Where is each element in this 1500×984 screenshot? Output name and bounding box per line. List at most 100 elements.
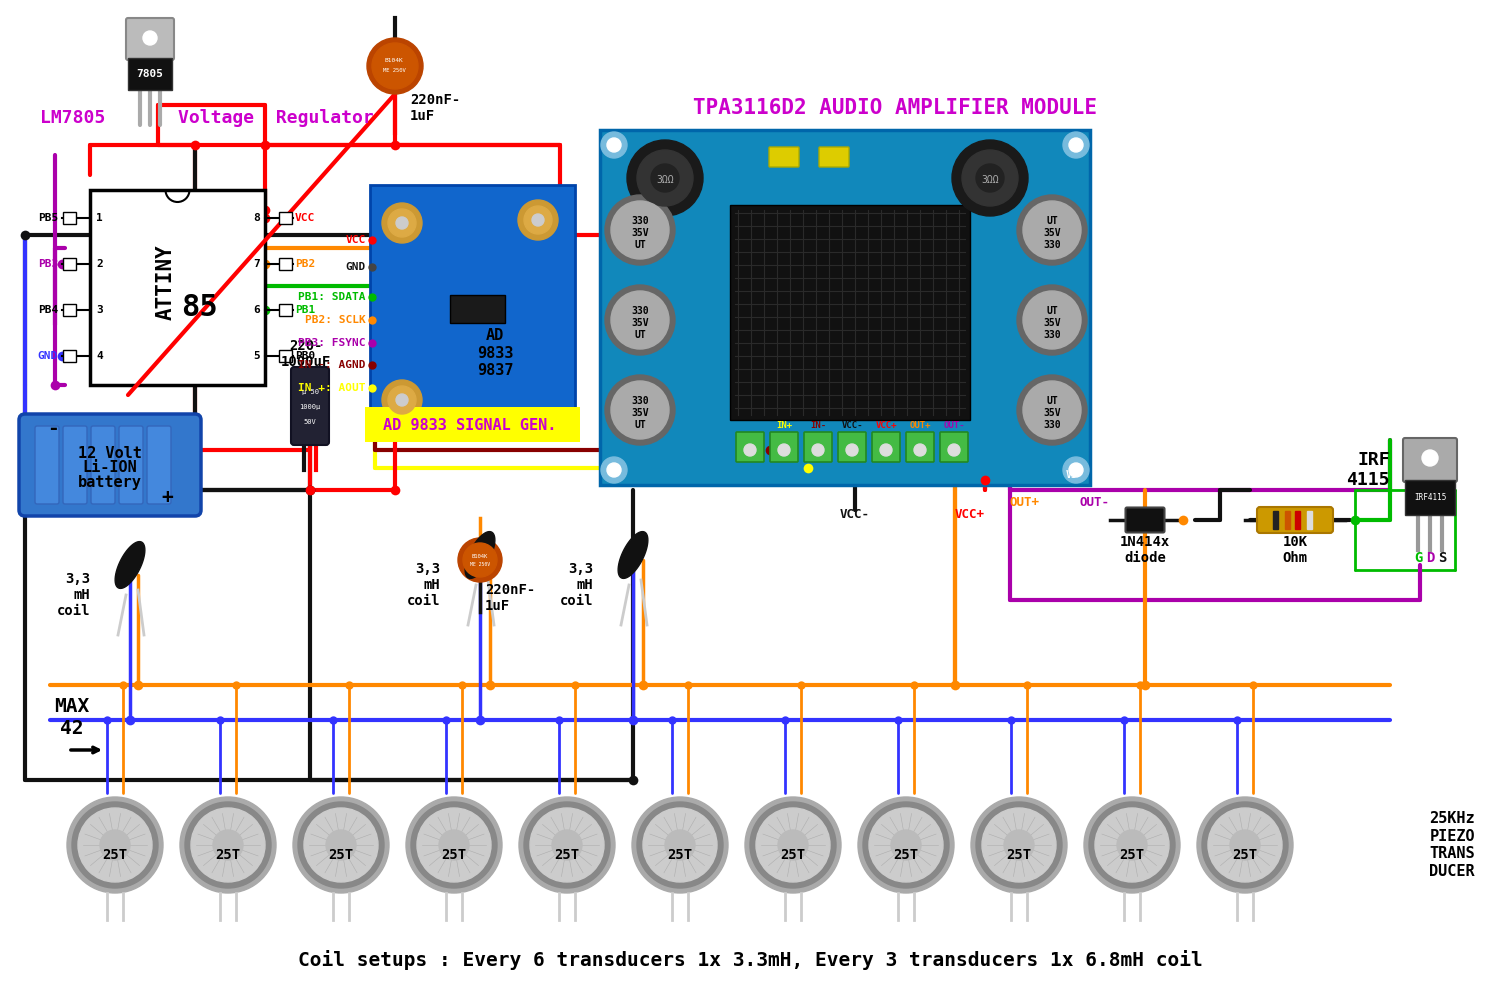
Circle shape [604,195,675,265]
Circle shape [552,830,582,860]
Text: PB3: PB3 [38,259,58,269]
FancyBboxPatch shape [804,432,832,462]
Circle shape [750,802,836,888]
Circle shape [530,808,605,882]
Text: OUT-: OUT- [944,420,964,429]
Circle shape [1118,830,1148,860]
FancyBboxPatch shape [819,147,849,167]
Circle shape [1202,802,1288,888]
Text: 4: 4 [96,351,102,361]
Circle shape [1023,201,1082,259]
Bar [1406,480,1455,515]
Bar [1274,511,1278,529]
Circle shape [1197,797,1293,893]
Text: 25T: 25T [1119,848,1144,862]
Text: 7: 7 [254,259,260,269]
Text: VCC-: VCC- [842,420,862,429]
Circle shape [1070,463,1083,477]
Text: V3: V3 [1066,470,1078,480]
Bar [63,304,76,316]
FancyBboxPatch shape [871,432,900,462]
Text: 220nF-
1uF: 220nF- 1uF [410,92,460,123]
Circle shape [518,200,558,240]
Bar [730,205,970,420]
Circle shape [1084,797,1180,893]
Circle shape [68,797,164,893]
Circle shape [610,201,669,259]
Circle shape [608,138,621,152]
Text: Coil setups : Every 6 transducers 1x 3.3mH, Every 3 transducers 1x 6.8mH coil: Coil setups : Every 6 transducers 1x 3.3… [297,950,1203,970]
Circle shape [382,203,422,243]
Text: 25T: 25T [441,848,466,862]
Text: 25T: 25T [102,848,128,862]
Bar [279,258,292,270]
Text: S: S [1438,551,1446,565]
Bar [90,190,266,385]
Text: 25T: 25T [555,848,579,862]
Text: VCC-: VCC- [840,509,870,522]
Text: 35V: 35V [632,318,650,328]
Text: B104K: B104K [472,553,488,559]
Circle shape [1004,830,1034,860]
Text: G: G [1414,551,1422,565]
Text: OUT+: OUT+ [1010,497,1040,510]
Text: +: + [160,488,172,508]
Bar [63,258,76,270]
Text: 6: 6 [254,305,260,315]
Circle shape [651,164,680,192]
Circle shape [1422,450,1438,466]
Text: Voltage  Regulator: Voltage Regulator [178,109,374,127]
Text: UT: UT [1046,306,1058,316]
Circle shape [914,444,926,456]
FancyBboxPatch shape [940,432,968,462]
Polygon shape [465,531,495,579]
Circle shape [778,444,790,456]
Text: GND: GND [345,262,366,272]
Text: D: D [1426,551,1434,565]
Circle shape [100,830,130,860]
Text: UT: UT [1046,216,1058,226]
Text: 220nF-
1uF: 220nF- 1uF [484,583,536,613]
Text: 3ΩΩ: 3ΩΩ [981,175,999,185]
FancyBboxPatch shape [147,426,171,504]
Text: IN +: AOUT: IN +: AOUT [298,383,366,393]
Circle shape [464,543,496,577]
Text: 25T: 25T [328,848,354,862]
Circle shape [180,797,276,893]
Circle shape [524,206,552,234]
Bar [364,407,580,442]
Text: Li-ION: Li-ION [82,461,138,475]
Text: VCC+: VCC+ [876,420,897,429]
Circle shape [396,394,408,406]
Circle shape [638,802,723,888]
Circle shape [644,808,717,882]
Circle shape [292,797,388,893]
Circle shape [532,214,544,226]
Text: 1: 1 [96,213,102,223]
Text: IN -: AGND: IN -: AGND [298,360,366,370]
Circle shape [756,808,830,882]
Circle shape [962,150,1018,206]
Circle shape [948,444,960,456]
Circle shape [1023,291,1082,349]
Circle shape [1095,808,1168,882]
Text: ME 250V: ME 250V [470,563,490,568]
Bar [279,304,292,316]
Text: ME 250V: ME 250V [382,68,405,73]
Circle shape [982,808,1056,882]
Bar [1286,511,1290,529]
Text: 220-
1000uF: 220- 1000uF [280,338,332,369]
Text: 35V: 35V [1042,408,1060,418]
FancyBboxPatch shape [1402,438,1456,482]
Text: 3,3
mH
coil: 3,3 mH coil [560,562,592,608]
Text: AD 9833 SIGNAL GEN.: AD 9833 SIGNAL GEN. [384,417,556,433]
Circle shape [746,797,842,893]
FancyBboxPatch shape [736,432,764,462]
Text: OUT-: OUT- [1080,497,1110,510]
Text: 1N414x
diode: 1N414x diode [1120,535,1170,565]
Text: -: - [46,418,58,438]
Circle shape [519,797,615,893]
Text: OUT+: OUT+ [909,420,930,429]
Circle shape [602,132,627,158]
Bar [128,58,172,90]
